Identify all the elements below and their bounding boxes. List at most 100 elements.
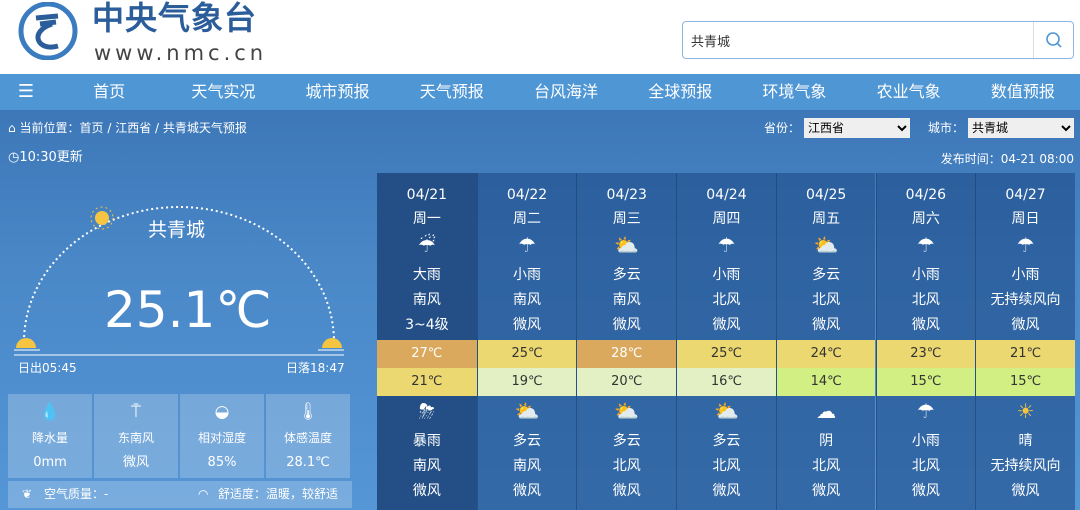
forecast-weekday: 周三: [612, 211, 641, 227]
thermometer-icon: 🌡: [297, 402, 319, 422]
forecast-night-weather: 多云: [513, 433, 542, 449]
nav-typhoon-ocean[interactable]: 台风海洋: [533, 82, 598, 101]
forecast-day-power: 微风: [1011, 317, 1040, 333]
breadcrumb-province[interactable]: 江西省: [115, 121, 152, 135]
light-rain-icon: ☂: [916, 233, 935, 257]
city-select[interactable]: 共青城: [968, 118, 1074, 138]
forecast-night-power: 微风: [1011, 483, 1040, 499]
partly-cloudy-icon: ⛅: [813, 233, 839, 257]
sun-icon: [90, 206, 114, 230]
forecast-night-wind: 无持续风向: [990, 458, 1061, 474]
search-icon: [1046, 32, 1062, 48]
nav-agriculture[interactable]: 农业气象: [876, 82, 941, 101]
forecast-date: 04/21: [406, 187, 448, 203]
search-button[interactable]: [1033, 22, 1073, 58]
nav-observation[interactable]: 天气实况: [191, 82, 256, 101]
stat-value: 微风: [122, 455, 149, 470]
forecast-night-power: 微风: [812, 483, 841, 499]
nav-city-forecast[interactable]: 城市预报: [305, 82, 370, 101]
forecast-night-weather: 阴: [819, 433, 834, 449]
forecast-day: 04/24 周四 ☂ 小雨 北风 微风 25℃ 16℃ ⛅ 多云 北风 微风: [676, 173, 776, 510]
light-rain-icon: ☂: [518, 233, 536, 257]
forecast-day-wind: 无持续风向: [990, 292, 1061, 308]
sunrise-time: 日出05:45: [18, 361, 77, 375]
forecast-low: 21℃: [377, 368, 477, 396]
forecast-high: 25℃: [677, 340, 776, 368]
forecast-high: 24℃: [776, 340, 876, 368]
light-rain-icon: ☂: [1016, 233, 1035, 257]
partly-cloudy-icon: ⛅: [614, 233, 640, 257]
humidity-drop-icon: ◒: [214, 402, 230, 422]
forecast-high: 27℃: [377, 340, 477, 368]
forecast-date: 04/24: [706, 187, 747, 203]
publish-time: 发布时间：04-21 08:00: [940, 152, 1074, 166]
forecast-weekday: 周六: [911, 211, 940, 227]
raindrops-icon: 💧: [39, 402, 61, 422]
province-label: 省份：: [763, 121, 800, 135]
update-time: ◷10:30更新: [8, 149, 83, 167]
forecast-day-wind: 南风: [612, 292, 641, 308]
forecast-low: 20℃: [577, 368, 677, 396]
logo-url: www.nmc.cn: [94, 41, 268, 65]
stat-humidity: ◒ 相对湿度 85%: [180, 394, 264, 478]
forecast-date: 04/25: [805, 187, 847, 203]
partly-cloudy-icon: ⛅: [713, 399, 739, 423]
forecast-night-power: 微风: [911, 483, 940, 499]
forecast-day: 04/23 周三 ⛅ 多云 南风 微风 28℃ 20℃ ⛅ 多云 北风 微风: [576, 173, 677, 510]
stat-label: 东南风: [117, 431, 154, 445]
nav-environment[interactable]: 环境气象: [762, 82, 827, 101]
air-quality: 空气质量：-: [44, 487, 109, 501]
location-selectors: 省份： 江西省 城市： 共青城: [764, 118, 1074, 138]
forecast-table: 04/21 周一 ☔ 大雨 南风 3~4级 27℃ 21℃ ⛈ 暴雨 南风 微风 04/22 周二 ☂ 小雨南…: [377, 173, 1075, 510]
forecast-day: 04/25 周五 ⛅ 多云 北风 微风 24℃ 14℃ ☁ 阴北风 微风: [775, 173, 876, 510]
forecast-night-power: 微风: [612, 483, 641, 499]
forecast-day-power: 微风: [812, 317, 841, 333]
forecast-day-power: 微风: [712, 317, 741, 333]
stat-label: 体感温度: [283, 431, 332, 445]
forecast-weekday: 周二: [513, 211, 542, 227]
main-nav: ☰ 首页 天气实况 城市预报 天气预报 台风海洋 全球预报 环境气象 农业气象 …: [0, 74, 1080, 110]
comfort-index: 舒适度：温暖，较舒适: [218, 487, 339, 501]
breadcrumb-prefix: 当前位置：: [19, 121, 80, 135]
forecast-weekday: 周一: [412, 211, 441, 227]
nav-global-forecast[interactable]: 全球预报: [648, 82, 713, 101]
wind-vane-icon: ⍑: [130, 402, 142, 422]
breadcrumb-sep: /: [107, 121, 112, 135]
search-input[interactable]: [691, 30, 1021, 50]
gauge-icon: ◠: [198, 487, 209, 501]
forecast-night-wind: 南风: [412, 458, 441, 474]
partly-cloudy-icon: ⛅: [614, 399, 640, 423]
forecast-high: 21℃: [976, 340, 1075, 368]
light-rain-icon: ☂: [916, 399, 935, 423]
stat-label: 降水量: [31, 431, 68, 445]
nav-home[interactable]: 首页: [93, 82, 126, 101]
forecast-night-power: 微风: [513, 483, 542, 499]
province-select[interactable]: 江西省: [803, 118, 910, 138]
heavy-rain-icon: ☔: [417, 233, 436, 257]
nmc-logo[interactable]: [18, 2, 78, 60]
forecast-day-wind: 南风: [412, 292, 441, 308]
main-panel: ⌂ 当前位置：首页 / 江西省 / 共青城天气预报 省份： 江西省 城市： 共青…: [0, 110, 1080, 510]
forecast-day: 04/22 周二 ☂ 小雨 南风 微风 25℃ 19℃ ⛅ 多云 南风 微风: [476, 173, 577, 510]
home-icon: ⌂: [8, 121, 16, 135]
forecast-weekday: 周日: [1011, 211, 1040, 227]
search-box: [682, 21, 1074, 59]
forecast-day-weather: 小雨: [712, 267, 741, 283]
forecast-night-wind: 南风: [513, 458, 542, 474]
forecast-day-weather: 多云: [812, 267, 841, 283]
breadcrumb-sep: /: [155, 121, 160, 135]
clock-icon: ◷: [8, 150, 20, 165]
forecast-night-wind: 北风: [812, 458, 841, 474]
forecast-night-wind: 北风: [612, 458, 641, 474]
forecast-day-power: 3~4级: [405, 317, 449, 333]
forecast-weekday: 周四: [712, 211, 741, 227]
forecast-low: 15℃: [876, 368, 976, 396]
forecast-high: 28℃: [577, 340, 677, 368]
forecast-night-wind: 北风: [712, 458, 741, 474]
forecast-night-wind: 北风: [911, 458, 940, 474]
nav-weather-forecast[interactable]: 天气预报: [419, 82, 484, 101]
nav-numerical[interactable]: 数值预报: [990, 82, 1055, 101]
menu-icon[interactable]: ☰: [17, 81, 35, 102]
update-text: 10:30更新: [19, 150, 83, 165]
breadcrumb-home[interactable]: 首页: [79, 121, 104, 135]
